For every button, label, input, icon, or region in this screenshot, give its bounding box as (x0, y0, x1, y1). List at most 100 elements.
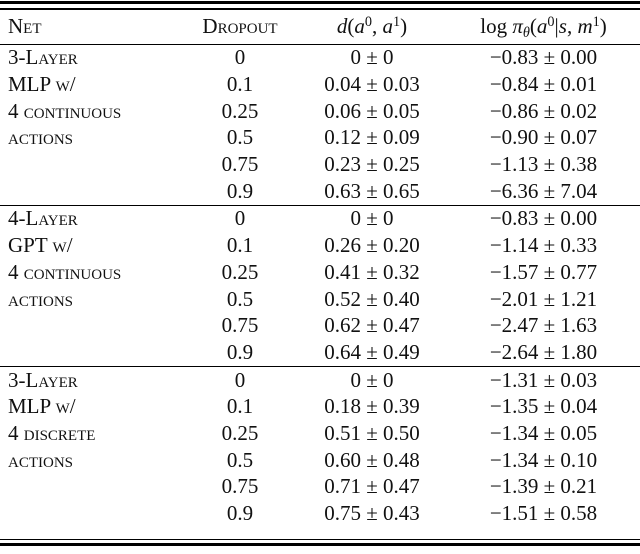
net-cell (0, 312, 183, 339)
top-rule-light (0, 8, 640, 10)
net-cell (0, 151, 183, 178)
distance-cell: 0 ± 0 (350, 45, 394, 70)
net-cell (0, 339, 183, 366)
net-cell: 4 continuous (8, 259, 122, 284)
net-cell: 3-Layer (8, 45, 78, 70)
table-row: 4 continuous 0.25 0.06 ± 0.05 −0.86 ± 0.… (0, 98, 640, 125)
logprob-cell: −1.39 ± 0.21 (489, 474, 598, 499)
dropout-cell: 0.25 (221, 420, 259, 445)
logprob-cell: −0.83 ± 0.00 (489, 45, 598, 70)
distance-cell: 0.75 ± 0.43 (324, 501, 420, 526)
logprob-cell: −1.35 ± 0.04 (489, 394, 598, 419)
table-row: 0.9 0.63 ± 0.65 −6.36 ± 7.04 (0, 178, 640, 205)
logprob-cell: −0.83 ± 0.00 (447, 204, 640, 233)
dropout-cell: 0.9 (226, 339, 254, 364)
math-log: log (480, 14, 513, 38)
dropout-cell: 0.9 (226, 178, 254, 203)
distance-cell: 0.62 ± 0.47 (324, 313, 420, 338)
section-mlp-continuous: 3-Layer 0 0 ± 0 −0.83 ± 0.00 MLP w/ 0.1 … (0, 44, 640, 205)
dropout-cell: 0.5 (226, 286, 254, 311)
logprob-cell: −1.13 ± 0.38 (489, 152, 598, 177)
dropout-cell: 0.1 (226, 72, 254, 97)
net-cell: 4-Layer (0, 204, 183, 233)
dropout-cell: 0.1 (226, 394, 254, 419)
dropout-cell: 0.25 (221, 259, 259, 284)
distance-cell: 0.23 ± 0.25 (324, 152, 420, 177)
table-row: 3-Layer 0 0 ± 0 −1.31 ± 0.03 (0, 365, 640, 394)
net-cell (0, 178, 183, 205)
table-row: actions 0.5 0.60 ± 0.48 −1.34 ± 0.10 (0, 447, 640, 474)
table-row: actions 0.5 0.12 ± 0.09 −0.90 ± 0.07 (0, 125, 640, 152)
math-pi: π (512, 14, 523, 38)
distance-cell: 0.04 ± 0.03 (324, 72, 420, 97)
net-cell: actions (8, 286, 74, 311)
dropout-cell: 0.5 (226, 125, 254, 150)
table-row: 4 discrete 0.25 0.51 ± 0.50 −1.34 ± 0.05 (0, 420, 640, 447)
logprob-cell: −6.36 ± 7.04 (489, 178, 598, 203)
column-header-dropout: Dropout (183, 9, 297, 45)
dropout-cell: 0.75 (221, 474, 259, 499)
table-row: 0.75 0.23 ± 0.25 −1.13 ± 0.38 (0, 151, 640, 178)
dropout-cell: 0 (183, 204, 297, 233)
logprob-cell: −1.51 ± 0.58 (489, 501, 598, 526)
net-cell (0, 500, 183, 527)
table-row: 0.9 0.75 ± 0.43 −1.51 ± 0.58 (0, 500, 640, 527)
net-cell: MLP w/ (8, 394, 76, 419)
logprob-cell: −2.01 ± 1.21 (489, 286, 598, 311)
logprob-cell: −1.31 ± 0.03 (447, 365, 640, 394)
logprob-cell: −0.84 ± 0.01 (489, 72, 598, 97)
distance-cell: 0.12 ± 0.09 (324, 125, 420, 150)
section-gpt-continuous: 4-Layer 0 0 ± 0 −0.83 ± 0.00 GPT w/ 0.1 … (0, 204, 640, 366)
distance-cell: 0.26 ± 0.20 (324, 233, 420, 258)
table-row: 4-Layer 0 0 ± 0 −0.83 ± 0.00 (0, 204, 640, 233)
dropout-cell: 0.9 (226, 501, 254, 526)
table-row: actions 0.5 0.52 ± 0.40 −2.01 ± 1.21 (0, 286, 640, 313)
table-row: 0.75 0.71 ± 0.47 −1.39 ± 0.21 (0, 474, 640, 501)
logprob-cell: −1.14 ± 0.33 (489, 233, 598, 258)
logprob-cell: −0.90 ± 0.07 (489, 125, 598, 150)
dropout-cell: 0 (183, 365, 297, 394)
distance-cell: 0 ± 0 (297, 204, 447, 233)
distance-cell: 0.71 ± 0.47 (324, 474, 420, 499)
dropout-cell: 0.75 (221, 313, 259, 338)
net-cell: 4 continuous (8, 98, 122, 123)
top-rule-heavy (0, 1, 640, 4)
bottom-rule-heavy (0, 542, 640, 546)
math-d: d (336, 14, 348, 38)
logprob-cell: −1.34 ± 0.10 (489, 447, 598, 472)
table-header: Net Dropout d(a0, a1) log πθ(a0|s, m1) (0, 9, 640, 45)
header-row: Net Dropout d(a0, a1) log πθ(a0|s, m1) (0, 9, 640, 45)
distance-cell: 0.63 ± 0.65 (324, 178, 420, 203)
logprob-cell: −2.47 ± 1.63 (489, 313, 598, 338)
net-cell: GPT w/ (8, 233, 73, 258)
logprob-cell: −1.34 ± 0.05 (489, 420, 598, 445)
table-bottom-border (0, 538, 640, 546)
net-cell: MLP w/ (8, 72, 76, 97)
table-row: 0.9 0.64 ± 0.49 −2.64 ± 1.80 (0, 339, 640, 366)
distance-cell: 0 ± 0 (297, 365, 447, 394)
column-header-net: Net (0, 9, 183, 45)
bottom-rule-light (0, 538, 640, 541)
net-cell: actions (8, 125, 74, 150)
logprob-cell: −0.86 ± 0.02 (489, 98, 598, 123)
distance-cell: 0.60 ± 0.48 (324, 447, 420, 472)
net-cell: 4 discrete (8, 420, 96, 445)
dropout-cell: 0.75 (221, 152, 259, 177)
table-row: 4 continuous 0.25 0.41 ± 0.32 −1.57 ± 0.… (0, 259, 640, 286)
dropout-cell: 0.1 (226, 233, 254, 258)
table-top-border (0, 1, 640, 10)
results-table: Net Dropout d(a0, a1) log πθ(a0|s, m1) 3… (0, 9, 640, 527)
distance-cell: 0.18 ± 0.39 (324, 394, 420, 419)
table-row: MLP w/ 0.1 0.04 ± 0.03 −0.84 ± 0.01 (0, 71, 640, 98)
section-mlp-discrete: 3-Layer 0 0 ± 0 −1.31 ± 0.03 MLP w/ 0.1 … (0, 365, 640, 527)
net-cell (0, 474, 183, 501)
logprob-cell: −2.64 ± 1.80 (489, 339, 598, 364)
distance-cell: 0.41 ± 0.32 (324, 259, 420, 284)
distance-cell: 0.06 ± 0.05 (324, 98, 420, 123)
distance-cell: 0.52 ± 0.40 (324, 286, 420, 311)
distance-cell: 0.51 ± 0.50 (324, 420, 420, 445)
net-cell: actions (8, 447, 74, 472)
table-row: 3-Layer 0 0 ± 0 −0.83 ± 0.00 (0, 44, 640, 71)
dropout-cell: 0 (234, 45, 246, 70)
